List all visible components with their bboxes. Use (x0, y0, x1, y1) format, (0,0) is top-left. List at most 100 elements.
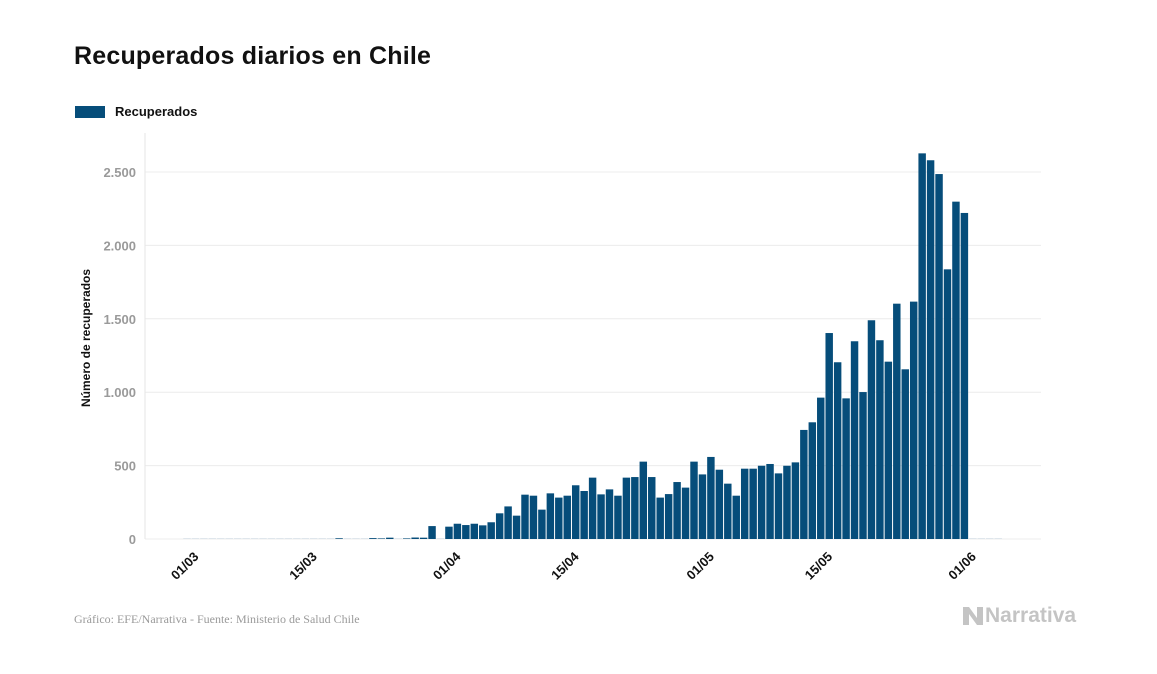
bar (673, 482, 681, 539)
bar (352, 538, 360, 539)
bar (969, 538, 977, 539)
bar (664, 494, 673, 539)
bar (479, 525, 487, 539)
y-tick-labels: 0 500 1.000 1.500 2.000 2.500 (103, 165, 136, 547)
x-tick-label: 01/06 (945, 549, 979, 583)
bar (732, 495, 740, 539)
bar (977, 538, 986, 539)
bar (926, 160, 935, 540)
bar (233, 538, 242, 539)
bar (901, 369, 909, 539)
narrativa-logo-icon (963, 607, 983, 625)
bar (867, 320, 876, 539)
bar (893, 303, 901, 539)
bar (436, 538, 445, 539)
bar (648, 477, 656, 539)
bar (833, 362, 842, 539)
chart-title: Recuperados diarios en Chile (74, 42, 432, 70)
bar (301, 538, 310, 539)
legend-swatch-recuperados (75, 105, 105, 118)
x-tick-label: 01/05 (683, 549, 717, 583)
y-tick-label: 1.500 (103, 312, 136, 327)
bar (876, 340, 884, 539)
x-tick-label: 15/04 (548, 548, 582, 582)
bar (622, 477, 631, 539)
bar (529, 495, 538, 539)
bar (757, 465, 766, 539)
bar (884, 361, 893, 539)
bar (183, 538, 191, 539)
bar (698, 474, 707, 539)
brand-name: Narrativa (985, 604, 1077, 627)
bar (360, 538, 369, 539)
y-tick-label: 2.000 (103, 238, 136, 253)
bar (293, 538, 301, 539)
bar (800, 429, 808, 539)
x-tick-label: 15/03 (286, 549, 320, 583)
bar (859, 392, 867, 539)
bar (740, 468, 749, 539)
bar (191, 538, 200, 539)
bar (614, 495, 622, 539)
x-tick-label: 01/03 (168, 549, 202, 583)
bar (538, 509, 546, 539)
bar (335, 538, 343, 539)
bar (546, 493, 555, 539)
bar (571, 485, 580, 539)
y-tick-label: 0 (129, 532, 136, 547)
bar (943, 269, 952, 539)
bar (200, 538, 208, 539)
bar (504, 506, 512, 539)
bar (318, 538, 326, 539)
bar (284, 538, 293, 539)
bar (960, 212, 969, 539)
bar (774, 473, 783, 539)
bar (952, 201, 960, 539)
bar (842, 398, 850, 539)
bar (402, 538, 411, 539)
legend-label-recuperados: Recuperados (115, 104, 198, 119)
bar (310, 538, 318, 539)
source-note: Gráfico: EFE/Narrativa - Fuente: Ministe… (74, 612, 360, 626)
bar (918, 153, 926, 540)
bar (724, 483, 732, 539)
bar (766, 463, 774, 539)
x-tick-labels: 01/03 15/03 01/04 15/04 01/05 15/05 01/06 (168, 548, 979, 582)
bar (521, 494, 529, 539)
bar (817, 397, 825, 539)
y-tick-label: 1.000 (103, 385, 136, 400)
bar (267, 538, 276, 539)
bar (242, 538, 250, 539)
x-tick-label: 15/05 (802, 549, 836, 583)
bar (470, 523, 479, 539)
bar (681, 487, 690, 539)
bar (419, 537, 428, 539)
bar (394, 538, 402, 539)
bar (462, 525, 470, 539)
bar (495, 513, 504, 539)
bar (791, 462, 800, 539)
bar (326, 538, 335, 539)
bar (639, 461, 648, 539)
bar (825, 333, 833, 539)
bar (808, 422, 817, 539)
bar (707, 456, 715, 539)
bar (783, 465, 791, 539)
bar (453, 523, 462, 539)
bar (377, 538, 386, 539)
bar (909, 301, 918, 539)
bar (986, 538, 994, 539)
bar (512, 515, 521, 539)
bar (217, 538, 225, 539)
bar (588, 477, 597, 539)
bar (656, 497, 664, 539)
bar (487, 522, 495, 539)
brand-logo: Narrativa (963, 604, 1076, 628)
bar (749, 468, 757, 539)
bar (580, 490, 588, 539)
bar (597, 494, 605, 539)
y-axis-label: Número de recuperados (79, 269, 93, 407)
bar (445, 526, 453, 539)
bar (411, 537, 419, 539)
